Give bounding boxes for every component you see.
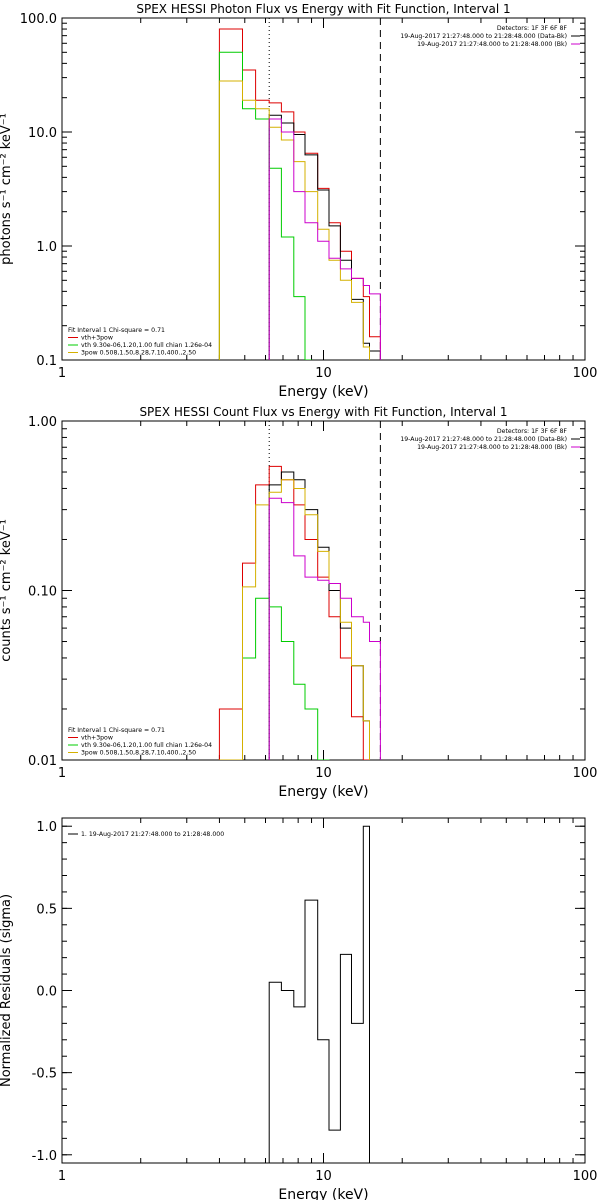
y-tick-label: 1.00 [28, 415, 57, 430]
series-step-0 [268, 825, 381, 1163]
x-tick-label: 10 [315, 1169, 332, 1184]
y-axis-label: counts s⁻¹ cm⁻² keV⁻¹ [0, 519, 14, 662]
y-tick-label: 0.0 [36, 985, 57, 1000]
y-tick-label: 1.0 [36, 820, 57, 835]
x-tick-label: 1 [58, 1169, 66, 1184]
info-left-text: Fit Interval 1 Chi-square = 0.71 [68, 327, 165, 334]
series-step-1 [268, 471, 370, 760]
y-tick-label: 1.0 [36, 240, 57, 255]
y-tick-label: 100.0 [20, 12, 57, 27]
y-tick-label: -0.5 [32, 1067, 57, 1082]
chart-title: SPEX HESSI Count Flux vs Energy with Fit… [139, 405, 507, 419]
info-left-text: vth 9.30e-06,1.20,1.00 full chian 1.26e-… [81, 342, 212, 349]
x-axis-label: Energy (keV) [278, 784, 368, 800]
info-right-text: Detectors: 1F 3F 6F 8F [497, 25, 568, 32]
chart-panel-2: 1 10 100 Energy (keV) -1.0 -0.5 0.0 0.5 1.0 Norma… [0, 817, 598, 1203]
y-tick-label: 0.01 [28, 754, 57, 769]
x-tick-label: 100 [573, 766, 598, 781]
plot-area [218, 421, 381, 760]
plot-frame [61, 420, 586, 761]
chart-panel-1: SPEX HESSI Count Flux vs Energy with Fit… [0, 405, 597, 800]
plot-area [218, 18, 381, 360]
info-left-text: vth+3pow [81, 335, 113, 342]
x-tick-label: 1 [58, 766, 66, 781]
info-right-text: 19-Aug-2017 21:27:48.000 to 21:28:48.000… [400, 436, 567, 443]
y-tick-label: 0.10 [28, 585, 57, 600]
chart-panel-0: SPEX HESSI Photon Flux vs Energy with Fi… [0, 2, 597, 400]
series-step-0 [218, 465, 370, 760]
series-step-2 [218, 51, 312, 360]
series-step-3 [218, 80, 370, 360]
x-tick-label: 1 [58, 366, 66, 381]
series-step-4 [268, 118, 381, 360]
y-tick-label: -1.0 [32, 1149, 57, 1164]
chart-title: SPEX HESSI Photon Flux vs Energy with Fi… [136, 2, 510, 16]
x-tick-label: 100 [573, 1169, 598, 1184]
info-left-text: vth 9.30e-06,1.20,1.00 full chian 1.26e-… [81, 742, 212, 749]
plot-area [268, 825, 381, 1163]
series-step-1 [268, 114, 381, 360]
y-tick-label: 0.5 [36, 902, 57, 917]
x-tick-label: 10 [315, 766, 332, 781]
info-left-text: 3pow 0.508,1.50,8.28,7.10,400.,2.50 [81, 350, 196, 357]
info-right-text: Detectors: 1F 3F 6F 8F [497, 428, 568, 435]
x-axis-label: Energy (keV) [278, 384, 368, 400]
x-tick-label: 10 [315, 366, 332, 381]
plot-frame [61, 817, 586, 1164]
plot-frame [61, 17, 586, 361]
y-axis-label: Normalized Residuals (sigma) [0, 894, 14, 1087]
info-left-text: vth+3pow [81, 735, 113, 742]
info-left-text: 3pow 0.508,1.50,8.28,7.10,400.,2.50 [81, 750, 196, 757]
series-step-0 [218, 28, 381, 360]
info-right-text: 19-Aug-2017 21:27:48.000 to 21:28:48.000… [417, 444, 567, 451]
x-axis-label: Energy (keV) [278, 1187, 368, 1200]
series-step-3 [218, 479, 370, 760]
y-axis-label: photons s⁻¹ cm⁻² keV⁻¹ [0, 113, 14, 265]
info-right-text: 19-Aug-2017 21:27:48.000 to 21:28:48.000… [400, 33, 567, 40]
info-left-text: 1. 19-Aug-2017 21:27:48.000 to 21:28:48.… [81, 831, 224, 838]
series-step-4 [268, 497, 381, 760]
x-tick-label: 100 [573, 366, 598, 381]
y-tick-label: 10.0 [28, 126, 57, 141]
series-step-2 [242, 597, 330, 760]
y-tick-label: 0.1 [36, 354, 57, 369]
info-left-text: Fit Interval 1 Chi-square = 0.71 [68, 727, 165, 734]
info-right-text: 19-Aug-2017 21:27:48.000 to 21:28:48.000… [417, 41, 567, 48]
